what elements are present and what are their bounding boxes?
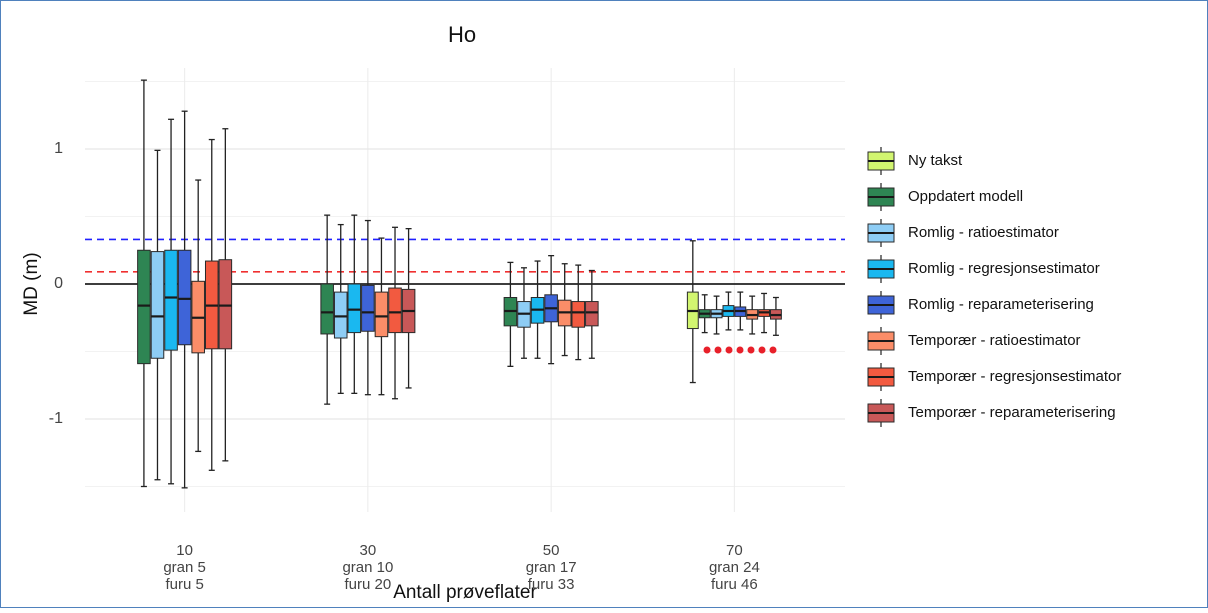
- box: [177, 249, 192, 346]
- x-tick-label: 10: [176, 542, 193, 559]
- x-tick-label: 30: [360, 542, 377, 559]
- box: [164, 249, 178, 351]
- x-tick-label: furu 20: [345, 576, 392, 593]
- chart-title: Ho: [448, 22, 476, 47]
- legend-label: Romlig - ratioestimator: [908, 224, 1059, 241]
- x-tick-label: gran 17: [526, 559, 577, 576]
- x-tick-label: gran 10: [342, 559, 393, 576]
- x-tick-label: gran 24: [709, 559, 760, 576]
- box: [320, 283, 334, 335]
- legend-label: Ny takst: [908, 152, 963, 169]
- box: [388, 287, 402, 334]
- box: [374, 291, 389, 338]
- x-tick-label: 70: [726, 542, 743, 559]
- y-axis-label: MD (m): [21, 252, 42, 315]
- legend-label: Temporær - ratioestimator: [908, 332, 1081, 349]
- legend-label: Romlig - reparameterisering: [908, 296, 1094, 313]
- box: [150, 251, 165, 359]
- annotation-dots: [703, 346, 777, 354]
- legend-label: Temporær - regresjonsestimator: [908, 368, 1121, 385]
- y-tick-label: 0: [54, 275, 63, 292]
- box: [571, 301, 586, 328]
- box: [361, 284, 375, 332]
- x-tick-label: furu 46: [711, 576, 758, 593]
- x-axis-label: Antall prøveflater: [393, 582, 537, 603]
- box: [137, 249, 151, 365]
- box: [333, 291, 348, 339]
- x-tick-label: 50: [543, 542, 560, 559]
- y-tick-label: -1: [49, 410, 63, 427]
- legend-label: Romlig - regresjonsestimator: [908, 260, 1100, 277]
- box: [218, 259, 233, 350]
- legend-label: Temporær - reparameterisering: [908, 404, 1116, 421]
- x-tick-label: gran 5: [163, 559, 206, 576]
- x-tick-label: furu 5: [165, 576, 203, 593]
- legend-label: Oppdatert modell: [908, 188, 1023, 205]
- box: [585, 301, 599, 327]
- x-tick-label: furu 33: [528, 576, 575, 593]
- box: [347, 283, 362, 334]
- y-tick-label: 1: [54, 140, 63, 157]
